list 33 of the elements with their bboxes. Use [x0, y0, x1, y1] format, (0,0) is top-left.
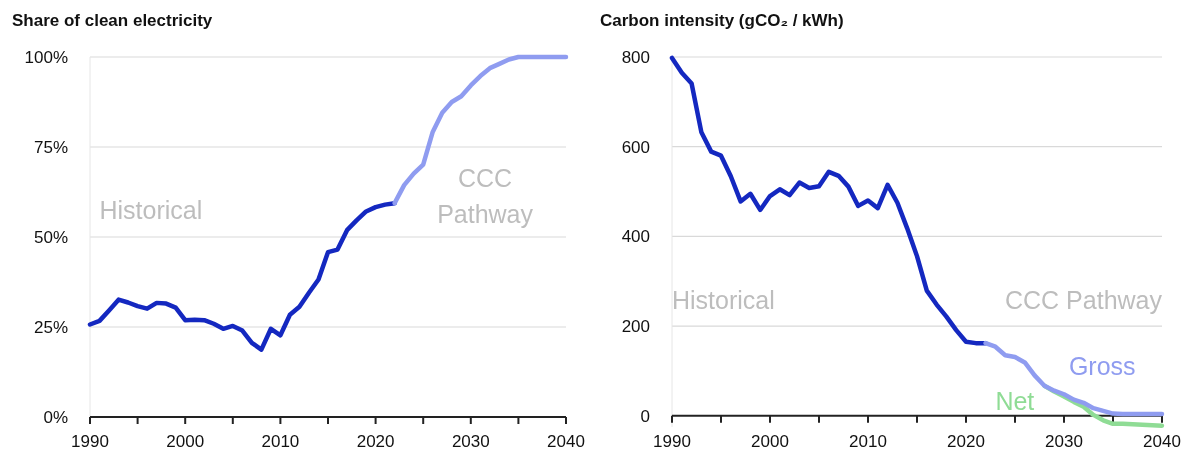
y-tick-label: 0%	[43, 407, 68, 427]
line-series	[392, 54, 569, 206]
x-tick-label: 1990	[653, 432, 691, 451]
x-tick-label: 2030	[1045, 432, 1083, 451]
x-tick-label: 2040	[1143, 432, 1181, 451]
x-tick-label: 2000	[751, 432, 789, 451]
y-tick-label: 100%	[24, 47, 68, 67]
y-tick-label: 800	[621, 47, 650, 67]
chart-title: Carbon intensity (gCO₂ / kWh)	[600, 11, 844, 30]
y-tick-label: 200	[621, 317, 650, 337]
chart-title: Share of clean electricity	[12, 11, 213, 30]
x-tick-label: 2020	[356, 432, 395, 451]
series-label: Gross	[1068, 352, 1136, 381]
y-tick-label: 25%	[33, 317, 68, 337]
x-tick-label: 1990	[71, 432, 109, 451]
line-series	[87, 200, 397, 352]
y-tick-label: 400	[621, 227, 650, 247]
y-tick-label: 600	[621, 137, 650, 157]
x-tick-label: 2030	[451, 432, 490, 451]
annotation: Historical	[672, 285, 775, 314]
line-series	[983, 340, 1165, 417]
annotation: Historical	[99, 196, 203, 224]
y-tick-label: 0	[640, 406, 650, 426]
x-tick-label: 2010	[849, 432, 887, 451]
series-label: Net	[995, 387, 1035, 416]
x-tick-label: 2020	[947, 432, 985, 451]
x-tick-label: 2000	[166, 432, 205, 451]
y-tick-label: 50%	[33, 227, 68, 247]
annotation: CCC Pathway	[437, 163, 534, 228]
x-tick-label: 2010	[261, 432, 300, 451]
y-tick-label: 75%	[33, 137, 68, 157]
x-tick-label: 2040	[547, 432, 585, 451]
annotation: CCC Pathway	[1005, 285, 1163, 314]
